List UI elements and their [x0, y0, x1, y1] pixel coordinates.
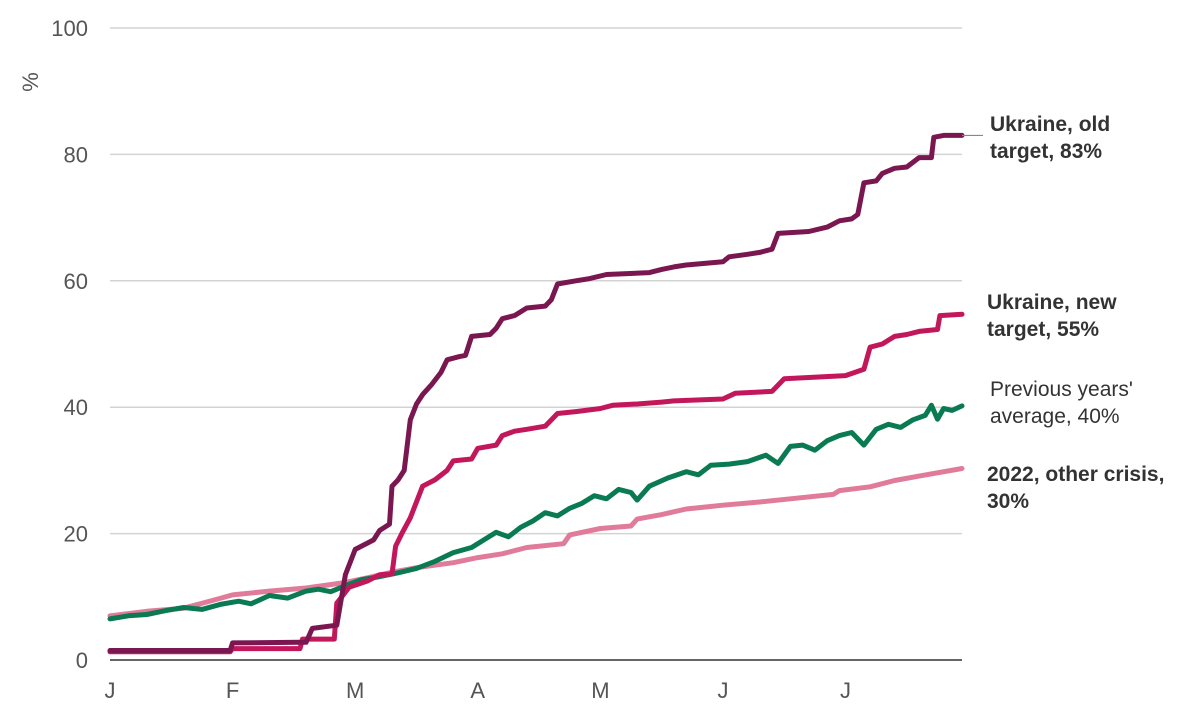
series-label-line: 2022, other crisis, [987, 463, 1164, 486]
series-label-line: target, 83% [990, 140, 1102, 163]
series-label-line: Previous years' [990, 378, 1133, 401]
series-label-ukraine_new: Ukraine, new target, 55% [987, 291, 1117, 341]
y-tick-label: 60 [64, 269, 88, 294]
series-label-line: average, 40% [990, 405, 1120, 428]
series-line-ukraine_new [107, 311, 965, 655]
series-label-line: 30% [987, 490, 1029, 513]
series-line-other_crisis [107, 466, 965, 619]
y-tick-label: 80 [64, 142, 88, 167]
x-tick-label: M [591, 678, 609, 703]
series-label-line: Ukraine, new [987, 291, 1117, 314]
series-label-line: Ukraine, old [990, 113, 1110, 136]
series-label-ukraine_old: Ukraine, old target, 83% [990, 113, 1110, 163]
x-tick-label: F [226, 678, 239, 703]
y-axis-ticks: 0 20 40 60 80 100 [51, 16, 88, 673]
x-tick-label: J [105, 678, 116, 703]
x-tick-label: J [717, 678, 728, 703]
x-tick-label: J [840, 678, 851, 703]
series-line-ukraine_old [107, 132, 965, 653]
series-label-previous_years: Previous years' average, 40% [990, 378, 1133, 428]
x-tick-label: A [470, 678, 485, 703]
y-tick-label: 100 [51, 16, 88, 41]
y-tick-label: 0 [76, 648, 88, 673]
y-axis-label: % [18, 72, 43, 92]
y-tick-label: 20 [64, 522, 88, 547]
x-tick-label: M [346, 678, 364, 703]
series-label-line: target, 55% [987, 318, 1099, 341]
gridlines [110, 27, 962, 535]
series-label-other_crisis: 2022, other crisis, 30% [987, 463, 1164, 513]
series-lines [107, 132, 965, 655]
y-tick-label: 40 [64, 395, 88, 420]
series-line-previous_years [107, 402, 965, 622]
series-labels: 2022, other crisis, 30% Previous years' ave… [987, 113, 1164, 513]
